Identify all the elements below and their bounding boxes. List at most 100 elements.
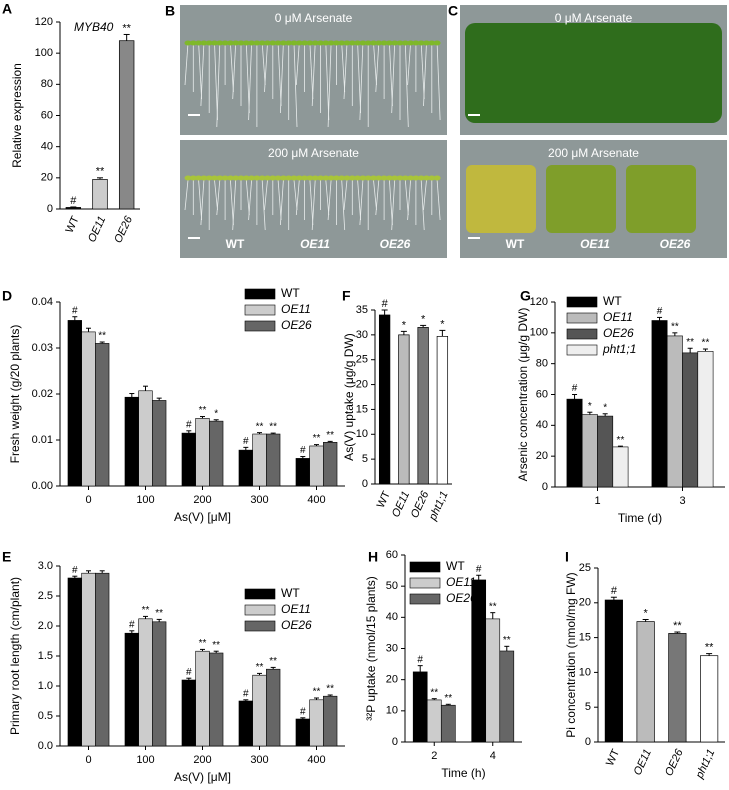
- seedling: [433, 40, 441, 46]
- seedling: [370, 40, 377, 46]
- x-tick-label: 0: [85, 754, 91, 766]
- seedling: [359, 175, 367, 181]
- root: [327, 42, 332, 128]
- bar: [697, 351, 714, 488]
- legend-label: WT: [281, 586, 300, 600]
- root: [200, 42, 205, 107]
- seedling: [285, 175, 293, 181]
- legend-label: OE26: [603, 326, 634, 340]
- bar: [238, 700, 253, 747]
- significance: **: [326, 430, 334, 441]
- significance: **: [444, 693, 452, 704]
- legend-label: WT: [603, 294, 622, 308]
- panel-label: E: [2, 549, 11, 565]
- panel-label: G: [520, 288, 531, 304]
- bar: [238, 449, 253, 487]
- seedling: [407, 175, 415, 181]
- significance: **: [269, 422, 277, 433]
- root: [325, 42, 330, 121]
- y-tick-label: 120: [530, 296, 548, 308]
- root: [184, 179, 189, 211]
- root: [359, 42, 364, 121]
- y-tick-label: 0: [585, 736, 591, 748]
- y-axis-label: As(V) uptake (μg/g DW): [342, 333, 356, 461]
- significance: #: [129, 619, 135, 630]
- root: [423, 179, 427, 211]
- y-tick-label: 2.0: [38, 620, 53, 632]
- significance: #: [300, 706, 306, 717]
- root: [341, 42, 346, 93]
- y-tick-label: 20: [579, 597, 591, 609]
- bar: [323, 695, 338, 747]
- genotype-label: OE11: [580, 237, 610, 251]
- root: [357, 42, 361, 114]
- x-tick-label: 100: [136, 494, 154, 506]
- root: [311, 42, 316, 107]
- root: [309, 42, 314, 100]
- root: [389, 42, 393, 107]
- root: [198, 179, 202, 221]
- x-tick-label: OE11: [632, 747, 654, 777]
- seedling: [332, 175, 340, 181]
- seedling: [279, 40, 287, 46]
- bar: [67, 320, 82, 487]
- panel-label: B: [165, 3, 175, 19]
- seedling: [242, 175, 250, 181]
- bar: [436, 335, 449, 485]
- y-tick-label: 60: [536, 388, 548, 400]
- legend-label: WT: [281, 286, 300, 300]
- photo-label: 0 μM Arsenate: [275, 11, 353, 25]
- seedling: [375, 40, 383, 46]
- seedling: [232, 40, 240, 46]
- significance: #: [611, 585, 618, 597]
- x-tick-label: 100: [136, 754, 154, 766]
- y-tick-label: 0.03: [32, 342, 53, 354]
- seedling: [380, 175, 388, 181]
- bar: [152, 621, 167, 747]
- y-tick-label: 2.5: [38, 590, 53, 602]
- panel-label: H: [368, 549, 378, 565]
- significance: **: [673, 620, 682, 632]
- bar: [323, 441, 338, 487]
- significance: **: [256, 662, 264, 673]
- seedling: [306, 40, 314, 46]
- significance: #: [186, 419, 192, 430]
- seedling: [380, 40, 388, 46]
- bar: [118, 40, 135, 210]
- seedling: [200, 175, 208, 181]
- seedling: [226, 175, 234, 181]
- y-axis-label: Arsenic concentration (μg/g DW): [516, 308, 530, 482]
- seedling: [248, 40, 256, 46]
- seedling: [195, 175, 203, 181]
- significance: #: [572, 383, 578, 394]
- y-tick-label: 3.0: [38, 560, 53, 572]
- significance: **: [256, 421, 264, 432]
- seedling: [253, 40, 261, 46]
- root: [325, 179, 330, 216]
- bar: [604, 599, 623, 743]
- seedling: [311, 175, 319, 181]
- seedling: [232, 175, 240, 181]
- root: [420, 179, 425, 231]
- y-tick-label: 20: [356, 378, 368, 390]
- root: [309, 179, 314, 226]
- bar: [81, 331, 96, 487]
- legend-label: OE11: [281, 302, 311, 316]
- significance: #: [72, 565, 78, 576]
- seedling: [396, 40, 404, 46]
- root: [198, 42, 202, 100]
- significance: #: [657, 306, 663, 317]
- seedling: [226, 40, 234, 46]
- seedling: [189, 40, 197, 46]
- x-tick-label: 3: [679, 495, 685, 507]
- y-tick-label: 0: [362, 478, 368, 490]
- significance: #: [300, 445, 306, 456]
- x-axis-label: Time (h): [441, 766, 485, 780]
- seedling: [370, 175, 377, 181]
- photo-label: 200 μM Arsenate: [548, 146, 639, 160]
- root: [264, 42, 268, 93]
- root: [423, 42, 427, 107]
- bar: [266, 433, 281, 487]
- seedling: [211, 175, 218, 181]
- x-tick-label: 400: [307, 494, 325, 506]
